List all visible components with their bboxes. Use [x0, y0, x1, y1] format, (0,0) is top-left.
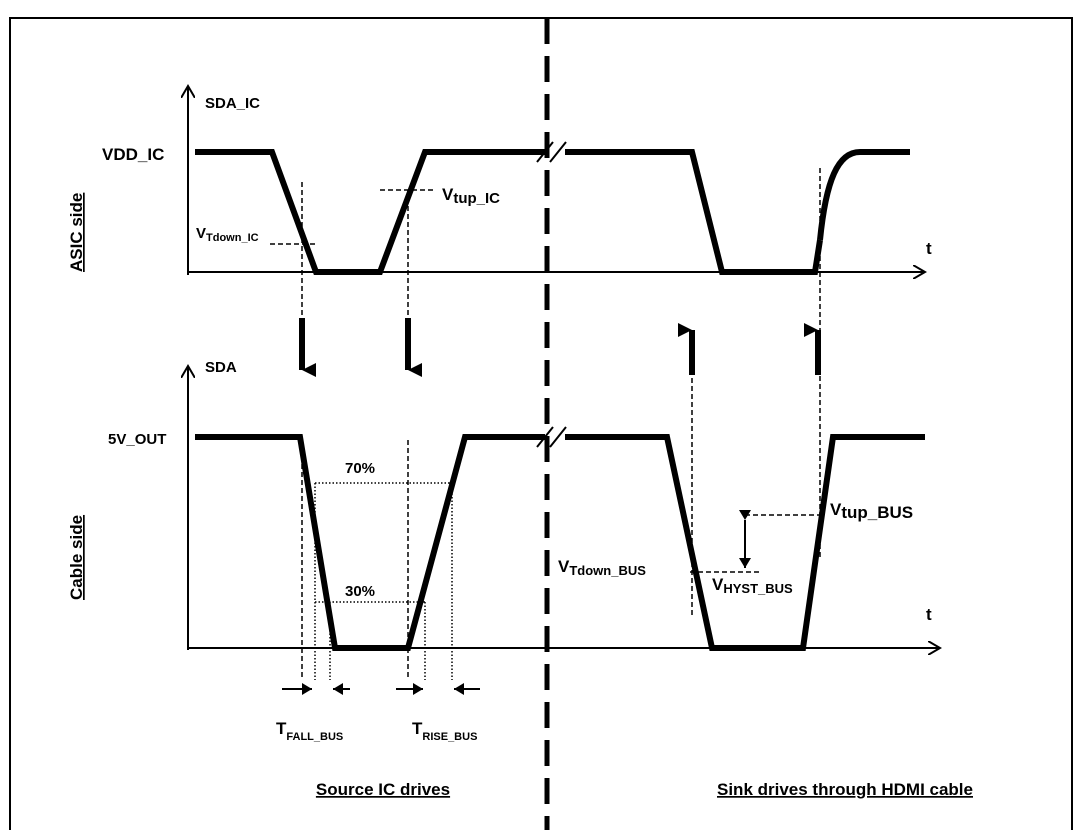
tdown-label: VTdown_IC: [196, 225, 259, 244]
high-label: 5V_OUT: [108, 431, 166, 448]
footer-left: Source IC drives: [316, 780, 450, 799]
tup-label: Vtup_IC: [442, 185, 500, 207]
axis-t: t: [926, 605, 932, 624]
top-panel: SDA_IC ASIC side VDD_IC Vtup_IC VTdown_I…: [67, 86, 932, 615]
hyst-label: VHYST_BUS: [712, 575, 793, 596]
rise-label: TRISE_BUS: [412, 719, 477, 743]
p70: 70%: [345, 460, 375, 477]
footer-right: Sink drives through HDMI cable: [717, 780, 973, 799]
frame: [9, 17, 1073, 830]
signal: SDA_IC: [205, 95, 260, 112]
bottom-panel: SDA Cable side 5V_OUT 70% 30% Vtup_BUS V…: [67, 359, 940, 743]
signal: SDA: [205, 359, 237, 376]
high-label: VDD_IC: [102, 145, 164, 164]
tdown-label: VTdown_BUS: [558, 557, 646, 578]
axis-t: t: [926, 239, 932, 258]
fall-label: TFALL_BUS: [276, 719, 343, 743]
side: ASIC side: [67, 193, 86, 272]
side: Cable side: [67, 515, 86, 600]
tup-label: Vtup_BUS: [830, 500, 913, 522]
p30: 30%: [345, 583, 375, 600]
